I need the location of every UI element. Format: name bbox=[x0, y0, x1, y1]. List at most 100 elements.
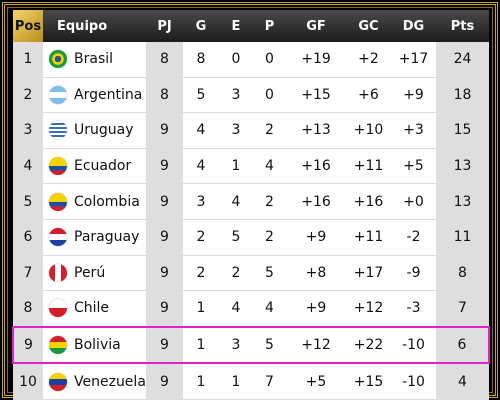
cell: 9 bbox=[146, 290, 183, 328]
cell: 8 bbox=[13, 290, 43, 328]
cell: -2 bbox=[391, 219, 436, 256]
cell: +12 bbox=[346, 290, 391, 328]
table-row: 3 Uruguay 9 4 3 2 +13 +10 +3 15 bbox=[13, 112, 489, 149]
cell: +8 bbox=[286, 255, 346, 292]
cell: +3 bbox=[391, 112, 436, 149]
cell: 3 bbox=[219, 77, 253, 114]
cell: 11 bbox=[436, 219, 489, 256]
cell: +9 bbox=[391, 77, 436, 114]
cell: 5 bbox=[183, 77, 219, 114]
cell: 1 bbox=[183, 363, 219, 400]
cell: 2 bbox=[253, 219, 286, 256]
table-row: 6 Paraguay 9 2 5 2 +9 +11 -2 11 bbox=[13, 219, 489, 256]
cell: +17 bbox=[391, 42, 436, 78]
flag-icon bbox=[49, 336, 67, 355]
table-row: 2 Argentina 8 5 3 0 +15 +6 +9 18 bbox=[13, 77, 489, 114]
team-name: Uruguay bbox=[74, 122, 134, 139]
cell: 1 bbox=[13, 42, 43, 78]
cell: 4 bbox=[183, 112, 219, 149]
cell: 2 bbox=[253, 183, 286, 220]
cell: 7 bbox=[13, 255, 43, 292]
table-row: 9 Bolivia 9 1 3 5 +12 +22 -10 6 bbox=[12, 325, 490, 365]
cell: +11 bbox=[346, 148, 391, 185]
cell: 1 bbox=[183, 290, 219, 328]
cell: 9 bbox=[146, 255, 183, 292]
team-cell: Colombia bbox=[43, 183, 146, 220]
cell: 9 bbox=[146, 219, 183, 256]
column-header: G bbox=[183, 10, 219, 42]
team-name: Venezuela bbox=[74, 373, 146, 390]
cell: +0 bbox=[391, 183, 436, 220]
team-name: Brasil bbox=[74, 51, 114, 68]
flag-icon bbox=[49, 263, 67, 282]
cell: 2 bbox=[13, 77, 43, 114]
cell: 4 bbox=[436, 363, 489, 400]
team-name: Argentina bbox=[74, 86, 143, 103]
cell: 4 bbox=[253, 148, 286, 185]
cell: 5 bbox=[253, 325, 286, 365]
flag-icon bbox=[49, 299, 67, 318]
cell: 1 bbox=[219, 148, 253, 185]
cell: 3 bbox=[219, 112, 253, 149]
cell: -10 bbox=[391, 363, 436, 400]
cell: 8 bbox=[183, 42, 219, 78]
team-cell: Argentina bbox=[43, 77, 146, 114]
cell: 9 bbox=[146, 363, 183, 400]
cell: +16 bbox=[286, 183, 346, 220]
column-header: Pos bbox=[13, 10, 43, 42]
flag-icon bbox=[49, 372, 67, 391]
cell: +15 bbox=[346, 363, 391, 400]
table-row: 5 Colombia 9 3 4 2 +16 +16 +0 13 bbox=[13, 183, 489, 220]
cell: 8 bbox=[146, 77, 183, 114]
cell: 9 bbox=[146, 325, 183, 365]
column-header: GC bbox=[346, 10, 391, 42]
team-cell: Brasil bbox=[43, 42, 146, 78]
cell: 0 bbox=[253, 77, 286, 114]
cell: 8 bbox=[146, 42, 183, 78]
cell: +15 bbox=[286, 77, 346, 114]
column-header: DG bbox=[391, 10, 436, 42]
cell: 3 bbox=[219, 325, 253, 365]
cell: 7 bbox=[436, 290, 489, 328]
standings-table: Pos Equipo PJ G E P GF GC DG Pts 1 Brasil 8 8 0 0 +19 +2… bbox=[12, 10, 490, 400]
column-header: E bbox=[219, 10, 253, 42]
cell: 6 bbox=[436, 325, 490, 365]
cell: 18 bbox=[436, 77, 489, 114]
cell: 4 bbox=[253, 290, 286, 328]
cell: 2 bbox=[183, 255, 219, 292]
cell: 9 bbox=[146, 112, 183, 149]
cell: +9 bbox=[286, 219, 346, 256]
cell: +9 bbox=[286, 290, 346, 328]
cell: 3 bbox=[183, 183, 219, 220]
cell: 5 bbox=[253, 255, 286, 292]
column-header: Pts bbox=[436, 10, 489, 42]
column-header: GF bbox=[286, 10, 346, 42]
flag-icon bbox=[49, 85, 67, 104]
table-row: 7 Perú 9 2 2 5 +8 +17 -9 8 bbox=[13, 255, 489, 292]
cell: +17 bbox=[346, 255, 391, 292]
cell: 7 bbox=[253, 363, 286, 400]
team-name: Ecuador bbox=[74, 158, 132, 175]
flag-icon bbox=[49, 50, 67, 69]
cell: 4 bbox=[183, 148, 219, 185]
team-cell: Chile bbox=[43, 290, 146, 328]
team-name: Bolivia bbox=[74, 337, 121, 354]
cell: +10 bbox=[346, 112, 391, 149]
cell: +16 bbox=[286, 148, 346, 185]
cell: 4 bbox=[219, 290, 253, 328]
team-cell: Bolivia bbox=[43, 325, 146, 365]
cell: -10 bbox=[391, 325, 436, 365]
header-row: Pos Equipo PJ G E P GF GC DG Pts bbox=[13, 10, 489, 42]
table-row: 10 Venezuela 9 1 1 7 +5 +15 -10 4 bbox=[13, 363, 489, 400]
cell: 2 bbox=[219, 255, 253, 292]
cell: 8 bbox=[436, 255, 489, 292]
cell: -3 bbox=[391, 290, 436, 328]
team-cell: Ecuador bbox=[43, 148, 146, 185]
cell: +5 bbox=[286, 363, 346, 400]
table-row: 1 Brasil 8 8 0 0 +19 +2 +17 24 bbox=[13, 42, 489, 78]
team-name: Colombia bbox=[74, 193, 140, 210]
cell: 1 bbox=[219, 363, 253, 400]
cell: 0 bbox=[253, 42, 286, 78]
cell: 4 bbox=[13, 148, 43, 185]
